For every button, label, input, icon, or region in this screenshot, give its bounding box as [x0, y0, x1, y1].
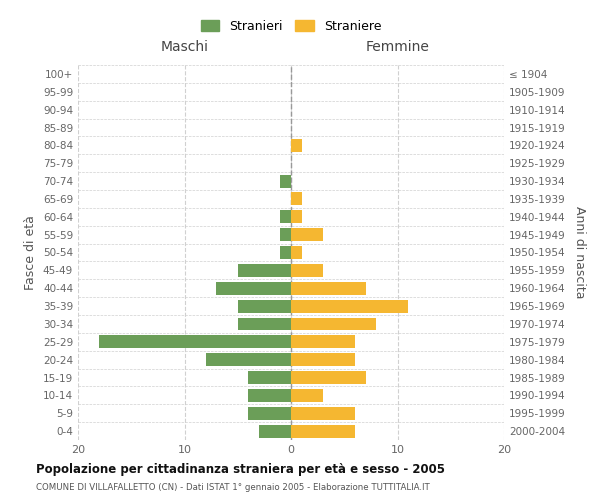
- Bar: [291, 371, 365, 384]
- Bar: [291, 139, 302, 152]
- Bar: [248, 407, 291, 420]
- Bar: [291, 264, 323, 277]
- Text: Maschi: Maschi: [161, 40, 209, 54]
- Bar: [291, 192, 302, 205]
- Bar: [291, 228, 323, 241]
- Bar: [248, 389, 291, 402]
- Bar: [248, 371, 291, 384]
- Bar: [291, 424, 355, 438]
- Bar: [291, 407, 355, 420]
- Bar: [291, 353, 355, 366]
- Bar: [217, 282, 291, 294]
- Bar: [280, 246, 291, 259]
- Text: Femmine: Femmine: [365, 40, 430, 54]
- Bar: [291, 389, 323, 402]
- Bar: [291, 336, 355, 348]
- Bar: [291, 210, 302, 223]
- Bar: [291, 318, 376, 330]
- Bar: [238, 300, 291, 312]
- Bar: [280, 228, 291, 241]
- Bar: [238, 264, 291, 277]
- Y-axis label: Anni di nascita: Anni di nascita: [574, 206, 586, 298]
- Bar: [206, 353, 291, 366]
- Bar: [99, 336, 291, 348]
- Bar: [291, 282, 365, 294]
- Y-axis label: Fasce di età: Fasce di età: [25, 215, 37, 290]
- Bar: [291, 246, 302, 259]
- Text: Popolazione per cittadinanza straniera per età e sesso - 2005: Popolazione per cittadinanza straniera p…: [36, 462, 445, 475]
- Text: COMUNE DI VILLAFALLETTO (CN) - Dati ISTAT 1° gennaio 2005 - Elaborazione TUTTITA: COMUNE DI VILLAFALLETTO (CN) - Dati ISTA…: [36, 482, 430, 492]
- Bar: [280, 210, 291, 223]
- Bar: [291, 300, 408, 312]
- Bar: [238, 318, 291, 330]
- Bar: [259, 424, 291, 438]
- Legend: Stranieri, Straniere: Stranieri, Straniere: [196, 15, 386, 38]
- Bar: [280, 174, 291, 188]
